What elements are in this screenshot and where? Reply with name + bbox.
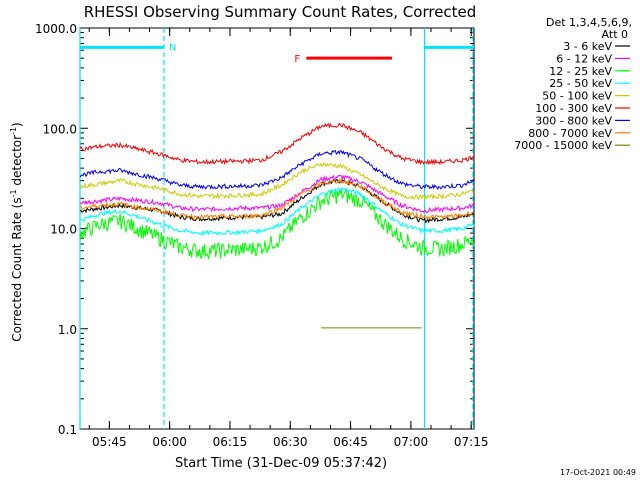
- y-axis-label-sup2: -1: [9, 127, 18, 135]
- legend-label: 50 - 100 keV: [542, 90, 612, 103]
- y-tick-label: 0.1: [58, 423, 77, 437]
- x-tick-label: 06:30: [273, 435, 308, 449]
- y-tick-label: 1000.0: [35, 22, 77, 36]
- plot-frame: [79, 27, 475, 430]
- legend-label: 100 - 300 keV: [535, 102, 612, 115]
- y-tick-label: 100.0: [43, 122, 77, 136]
- x-axis-label: Start Time (31-Dec-09 05:37:42): [175, 456, 387, 471]
- series-line-6: [79, 149, 475, 191]
- x-tick-label: 07:15: [454, 435, 489, 449]
- legend-label: 7000 - 15000 keV: [514, 139, 612, 152]
- series-line-3: [79, 186, 475, 237]
- y-axis-label-mid: detector: [10, 135, 24, 190]
- x-tick-label: 06:45: [333, 435, 368, 449]
- legend-label: 6 - 12 keV: [556, 52, 612, 65]
- y-tick-label: 1.0: [58, 323, 77, 337]
- x-tick-label: 07:00: [394, 435, 429, 449]
- night-label: N: [169, 42, 176, 53]
- x-tick-label: 06:15: [213, 435, 248, 449]
- y-axis-label-sup1: -1: [9, 189, 18, 197]
- legend-header-1: Det 1,3,4,5,6,9,: [546, 16, 632, 29]
- series-line-4: [79, 162, 475, 201]
- series-line-5: [79, 122, 475, 166]
- series-line-2: [79, 188, 475, 260]
- chart-title: RHESSI Observing Summary Count Rates, Co…: [84, 3, 477, 21]
- y-axis-label-main: Corrected Count Rate (s: [10, 197, 24, 341]
- legend-label: 3 - 6 keV: [563, 40, 612, 53]
- footer-timestamp: 17-Oct-2021 00:49: [560, 468, 636, 477]
- y-axis-label: Corrected Count Rate (s-1 detector-1): [9, 122, 24, 341]
- legend-label: 12 - 25 keV: [549, 65, 612, 78]
- legend-label: 300 - 800 keV: [535, 114, 612, 127]
- series-line-0: [79, 178, 475, 224]
- flare-label: F: [294, 54, 300, 65]
- series-line-7: [80, 177, 475, 221]
- series-line-1: [79, 174, 475, 214]
- legend-label: 800 - 7000 keV: [528, 127, 612, 140]
- x-tick-label: 06:00: [152, 435, 187, 449]
- x-tick-label: 05:45: [92, 435, 127, 449]
- y-axis-label-end: ): [10, 122, 24, 127]
- legend-header-2: Att 0: [602, 28, 628, 41]
- y-tick-label: 10.0: [50, 223, 77, 237]
- legend-label: 25 - 50 keV: [549, 77, 612, 90]
